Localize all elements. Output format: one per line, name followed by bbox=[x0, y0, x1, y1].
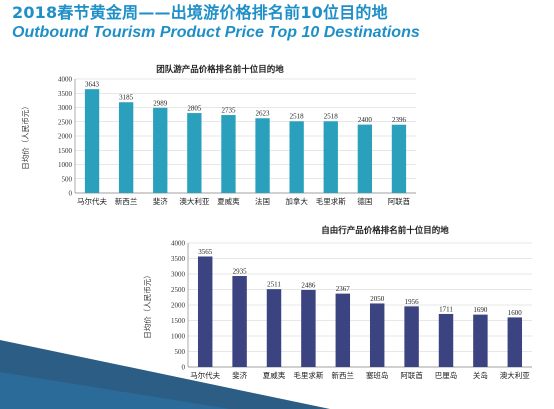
bar bbox=[404, 306, 419, 367]
bar bbox=[153, 107, 168, 193]
y-axis-label: 日均价（人民币元） bbox=[142, 271, 152, 339]
y-tick-label: 4000 bbox=[171, 240, 186, 248]
page-title: 2018春节黄金周——出境游价格排名前10位目的地 bbox=[12, 3, 388, 22]
bar bbox=[357, 124, 373, 193]
data-label: 2623 bbox=[256, 110, 271, 118]
bar bbox=[118, 102, 134, 193]
x-tick-label: 毛里求斯 bbox=[316, 196, 346, 206]
x-tick-label: 澳大利亚 bbox=[179, 196, 209, 206]
group-tour-chart: 团队游产品价格排名前十位目的地 0 500 1000 1500 2000 2500 3000 3… bbox=[20, 64, 416, 206]
x-tick-label: 新西兰 bbox=[332, 370, 355, 380]
x-tick-label: 阿联酋 bbox=[400, 370, 423, 380]
y-tick-label: 1000 bbox=[58, 161, 73, 169]
data-label: 2396 bbox=[392, 116, 407, 124]
x-tick-label: 巴厘岛 bbox=[435, 370, 458, 380]
x-tick-label: 马尔代夫 bbox=[190, 370, 220, 380]
y-tick-label: 3500 bbox=[171, 255, 186, 263]
y-tick-label: 2500 bbox=[58, 118, 73, 126]
x-tick-label: 毛里求斯 bbox=[293, 370, 323, 380]
x-tick-label: 关岛 bbox=[473, 370, 488, 380]
data-label: 2511 bbox=[267, 281, 281, 289]
y-axis-label: 日均价（人民币元） bbox=[20, 102, 30, 170]
data-label: 1690 bbox=[473, 306, 488, 314]
x-tick-label: 澳大利亚 bbox=[500, 370, 530, 380]
bar bbox=[507, 317, 523, 367]
bar bbox=[84, 89, 100, 193]
bar bbox=[187, 113, 202, 193]
x-tick-label: 新西兰 bbox=[115, 196, 138, 206]
data-label: 2400 bbox=[358, 116, 373, 124]
data-label: 1711 bbox=[439, 305, 453, 313]
y-tick-label: 0 bbox=[182, 364, 186, 372]
x-tick-label: 夏威夷 bbox=[217, 196, 240, 206]
data-label: 3185 bbox=[119, 94, 134, 102]
bar bbox=[266, 289, 282, 367]
y-tick-label: 1000 bbox=[171, 333, 186, 341]
chart-title: 自由行产品价格排名前十位目的地 bbox=[321, 225, 449, 236]
data-label: 1956 bbox=[405, 298, 420, 306]
data-label: 2486 bbox=[301, 281, 316, 289]
data-label: 2989 bbox=[153, 99, 168, 107]
data-label: 2518 bbox=[290, 113, 305, 121]
data-label: 1600 bbox=[508, 309, 523, 317]
bar bbox=[289, 121, 304, 193]
y-tick-label: 1500 bbox=[171, 317, 186, 325]
y-tick-label: 3000 bbox=[58, 104, 73, 112]
data-label: 2367 bbox=[336, 285, 351, 293]
x-tick-label: 夏威夷 bbox=[263, 370, 286, 380]
x-tick-label: 塞班岛 bbox=[366, 370, 389, 380]
bar bbox=[369, 303, 385, 367]
page-subtitle: Outbound Tourism Product Price Top 10 De… bbox=[12, 24, 420, 41]
y-tick-label: 3000 bbox=[171, 271, 186, 279]
data-label: 2518 bbox=[324, 113, 339, 121]
data-label: 2735 bbox=[221, 107, 236, 115]
chart-title: 团队游产品价格排名前十位目的地 bbox=[156, 64, 284, 75]
y-tick-label: 0 bbox=[69, 190, 73, 198]
bar bbox=[232, 276, 247, 367]
y-tick-label: 3500 bbox=[58, 90, 73, 98]
y-tick-label: 2000 bbox=[58, 133, 73, 141]
x-tick-label: 法国 bbox=[255, 196, 270, 206]
y-tick-label: 2000 bbox=[171, 302, 186, 310]
x-tick-label: 阿联酋 bbox=[388, 196, 411, 206]
x-tick-label: 马尔代夫 bbox=[77, 196, 107, 206]
bar bbox=[438, 313, 454, 367]
y-tick-label: 2500 bbox=[171, 286, 186, 294]
y-tick-label: 4000 bbox=[58, 76, 73, 84]
bar bbox=[473, 314, 488, 367]
header: 2018春节黄金周——出境游价格排名前10位目的地 Outbound Touri… bbox=[12, 3, 420, 43]
x-tick-label: 加拿大 bbox=[285, 196, 308, 206]
data-label: 3643 bbox=[85, 81, 100, 89]
data-label: 2050 bbox=[370, 295, 385, 303]
x-tick-label: 斐济 bbox=[153, 196, 168, 206]
independent-travel-chart: 自由行产品价格排名前十位目的地 0 500 1000 1500 2000 2500 3000 3… bbox=[142, 225, 532, 380]
bar bbox=[391, 124, 407, 193]
data-label: 3565 bbox=[198, 248, 213, 256]
bar bbox=[221, 115, 236, 193]
data-label: 2805 bbox=[187, 105, 202, 113]
bar bbox=[335, 293, 351, 367]
x-tick-label: 德国 bbox=[357, 196, 372, 206]
x-tick-label: 斐济 bbox=[232, 370, 247, 380]
y-tick-label: 1500 bbox=[58, 147, 73, 155]
bar bbox=[323, 121, 338, 193]
y-tick-label: 500 bbox=[175, 348, 186, 356]
bar bbox=[197, 256, 213, 367]
bar bbox=[255, 118, 270, 193]
data-label: 2935 bbox=[233, 268, 248, 276]
y-tick-label: 500 bbox=[62, 175, 73, 183]
bar bbox=[301, 289, 316, 367]
